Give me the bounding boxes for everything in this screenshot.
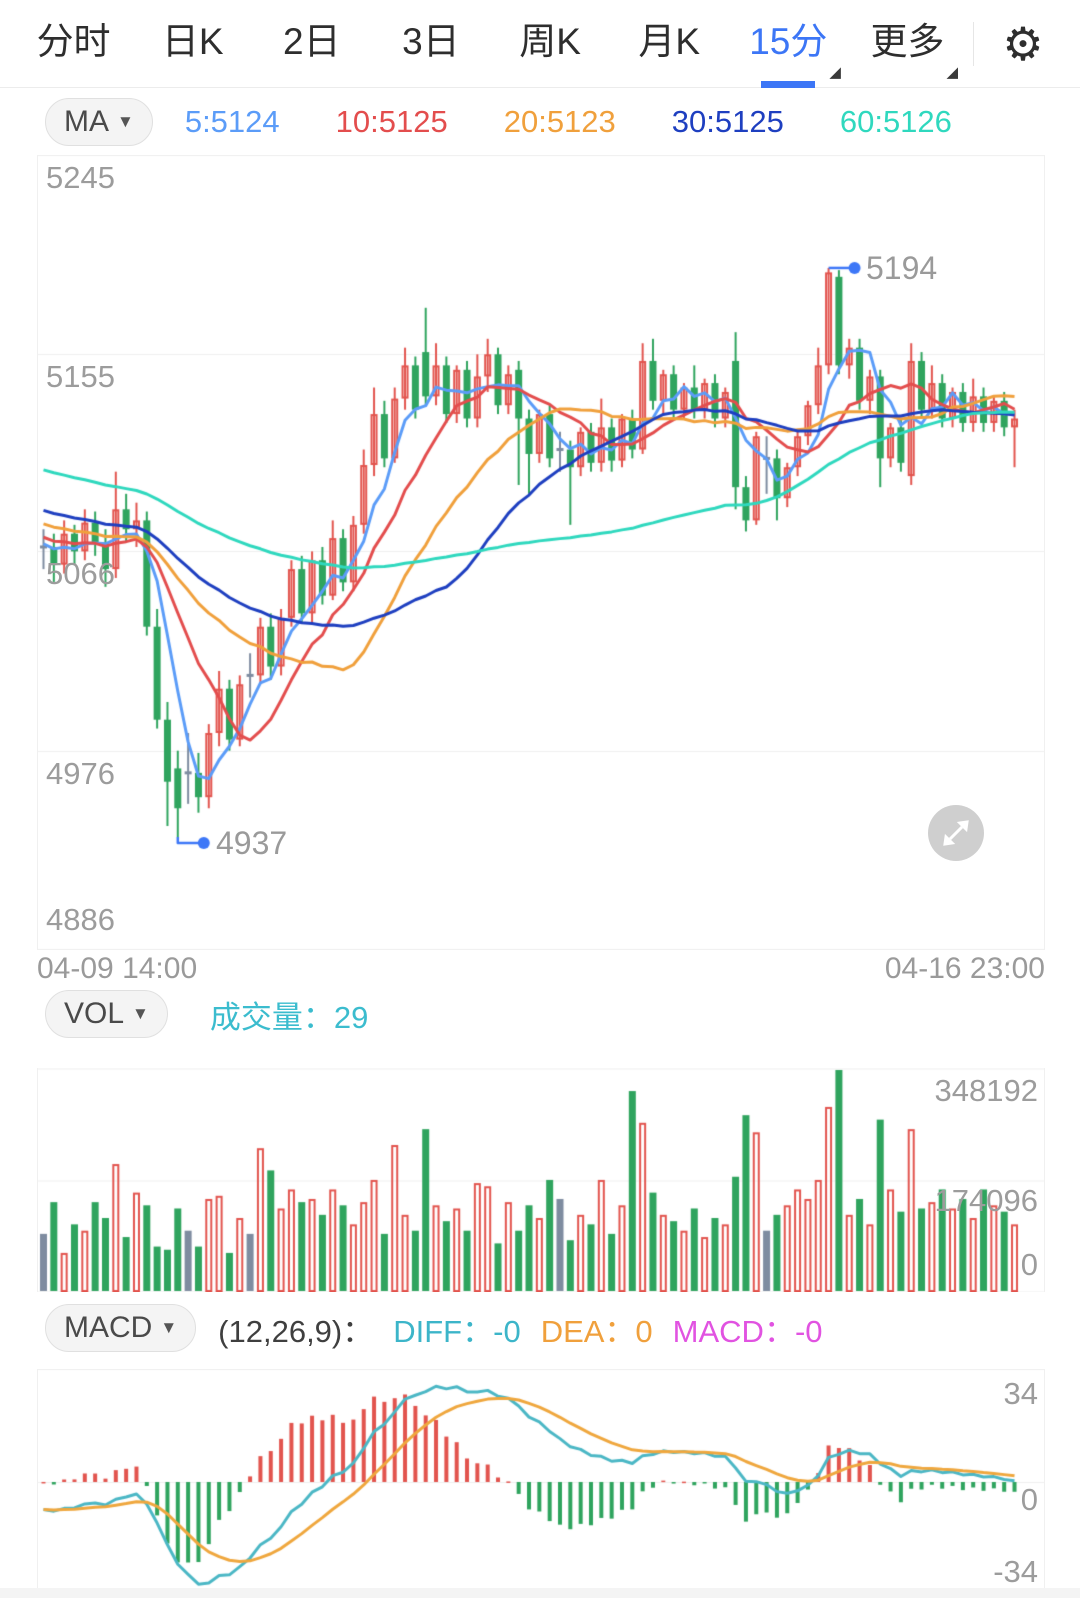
- macd-selector-button[interactable]: MACD ▼: [45, 1304, 197, 1352]
- macd-axis-label: 0: [1020, 1482, 1038, 1517]
- macd-axis-label: 34: [1003, 1376, 1038, 1411]
- caret-down-icon: ▼: [117, 112, 134, 131]
- vol-axis-label: 348192: [934, 1073, 1038, 1108]
- vol-header-row: VOL ▼ 成交量：29: [0, 986, 1080, 1042]
- expand-icon: [943, 820, 969, 846]
- volume-value-label: 成交量：29: [209, 999, 369, 1035]
- bottom-strip: [0, 1588, 1080, 1598]
- tab-3day[interactable]: 3日: [402, 20, 460, 62]
- tab-more[interactable]: 更多 ◢: [870, 20, 958, 81]
- tab-daily-k[interactable]: 日K: [161, 20, 224, 62]
- ma-legend-row: MA ▼ 5:5124 10:5125 20:5123 30:5125 60:5…: [0, 92, 1080, 152]
- candlestick-canvas[interactable]: [38, 155, 1044, 950]
- tabbar-divider: [973, 21, 974, 66]
- tab-monthly-k[interactable]: 月K: [638, 20, 701, 62]
- volume-panel: 348192 174096 0: [37, 1068, 1045, 1292]
- ma30-value: 30:5125: [671, 104, 784, 139]
- caret-down-icon: ▼: [132, 1004, 149, 1023]
- vol-axis-label: 0: [1020, 1247, 1038, 1282]
- time-axis-end: 04-16 23:00: [884, 952, 1045, 985]
- settings-gear-icon[interactable]: ⚙: [1002, 17, 1044, 70]
- macd-header-row: MACD ▼ (12,26,9)： DIFF：-0 DEA：0 MACD：-0: [0, 1298, 1080, 1358]
- tab-weekly-k[interactable]: 周K: [519, 20, 581, 62]
- tab-15min[interactable]: 15分 ◢: [729, 0, 848, 88]
- dropdown-corner-icon: ◢: [946, 63, 958, 81]
- tab-timeline[interactable]: 分时: [36, 20, 111, 62]
- dropdown-corner-icon: ◢: [829, 63, 841, 81]
- volume-canvas[interactable]: [38, 1068, 1044, 1292]
- ma60-value: 60:5126: [839, 104, 952, 139]
- vol-selector-button[interactable]: VOL ▼: [45, 990, 168, 1038]
- macd-params-label: (12,26,9)：: [218, 1313, 374, 1349]
- price-axis-label: 4976: [46, 756, 115, 791]
- price-axis-label: 5066: [46, 556, 115, 591]
- low-price-annotation: 4937: [216, 825, 288, 861]
- macd-panel: 34 0 -34: [37, 1369, 1045, 1589]
- time-axis-start: 04-09 14:00: [37, 952, 198, 985]
- macd-canvas[interactable]: [38, 1369, 1044, 1588]
- active-tab-underline: [761, 80, 816, 88]
- dea-value: DEA：0: [540, 1313, 653, 1349]
- candlestick-panel: 5245 5155 5066 4976 4886 5194 4937: [37, 155, 1045, 950]
- diff-value: DIFF：-0: [393, 1313, 521, 1349]
- caret-down-icon: ▼: [160, 1318, 178, 1337]
- price-axis-label: 4886: [46, 902, 115, 937]
- high-price-annotation: 5194: [866, 250, 938, 286]
- ma10-value: 10:5125: [335, 104, 448, 139]
- price-axis-label: 5155: [46, 359, 115, 394]
- expand-chart-button[interactable]: [928, 805, 984, 861]
- ma20-value: 20:5123: [503, 104, 616, 139]
- tab-2day[interactable]: 2日: [283, 20, 341, 62]
- time-axis: 04-09 14:00 04-16 23:00: [37, 952, 1045, 986]
- ma5-value: 5:5124: [184, 104, 280, 139]
- ma-selector-button[interactable]: MA ▼: [45, 98, 153, 146]
- vol-axis-label: 174096: [934, 1183, 1038, 1218]
- macd-value: MACD：-0: [672, 1313, 823, 1349]
- price-axis-label: 5245: [46, 160, 115, 195]
- macd-axis-label: -34: [993, 1554, 1038, 1589]
- period-tabbar: 分时 日K 2日 3日 周K 月K 15分 ◢ 更多 ◢ ⚙: [0, 0, 1080, 88]
